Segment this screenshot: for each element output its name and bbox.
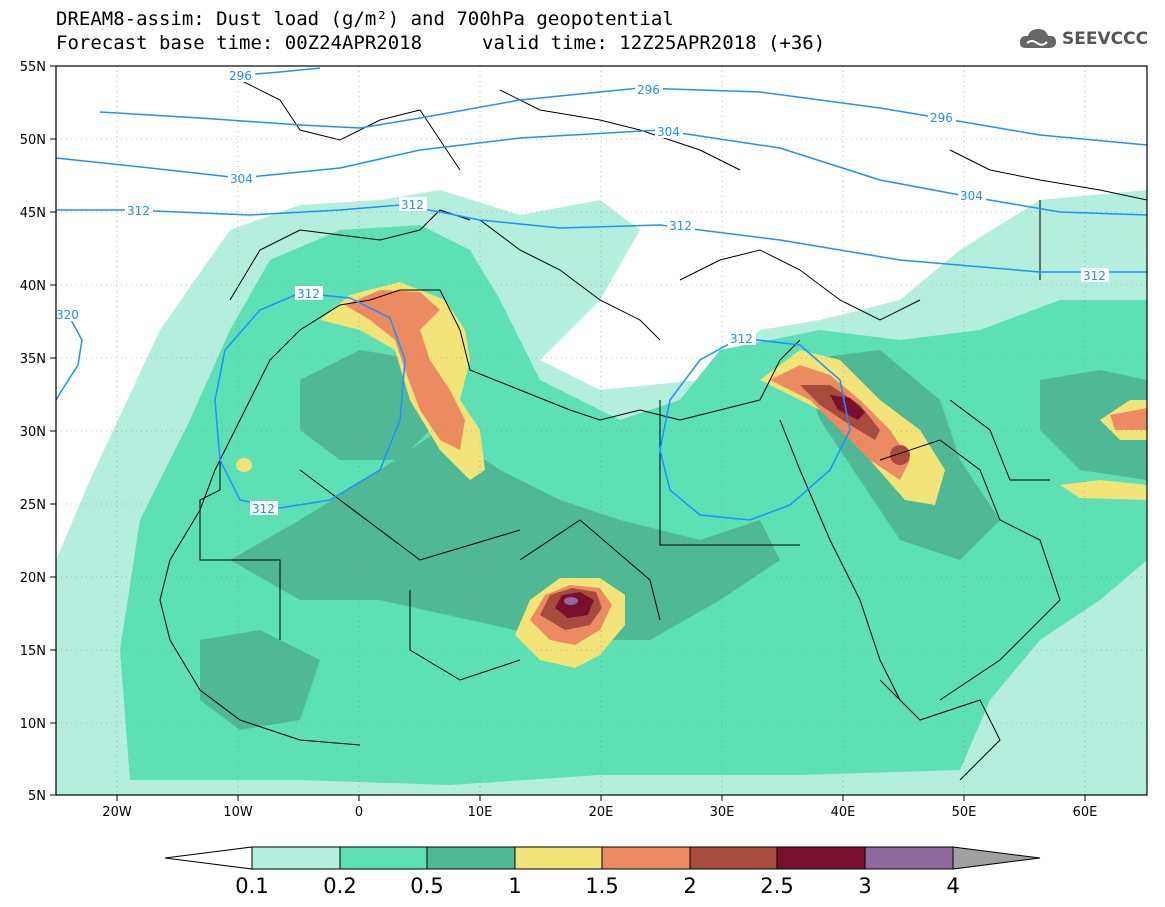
contour-312-closed-east [659,337,851,521]
contour-label: 296 [229,69,252,83]
colorbar-swatch [514,846,603,870]
colorbar-tick-label: 4 [946,874,960,898]
contour-label: 312 [669,219,692,233]
contour-label: 312 [730,332,753,346]
lon-label: 10E [468,805,493,820]
contour-296 [99,87,1147,146]
contour-label: 320 [56,308,79,322]
colorbar [164,846,1041,870]
longitude-labels: 20W 10W 0 10E 20E 30E 40E 50E 60E [102,805,1097,820]
contour-label: 304 [230,172,253,186]
colorbar-swatch [426,846,516,870]
colorbar-tick-label: 0.2 [323,874,357,898]
lat-label: 5N [28,789,46,804]
lat-label: 15N [20,644,46,659]
contour-label: 312 [127,204,150,218]
contour-label: 304 [960,189,983,203]
lon-label: 60E [1073,805,1098,820]
cloud-icon [1019,29,1056,48]
lon-label: 10W [223,805,253,820]
colorbar-tick-label: 0.1 [235,874,269,898]
colorbar-labels: 0.1 0.2 0.5 1 1.5 2 2.5 3 4 [0,874,1165,904]
colorbar-tick-label: 2 [683,874,697,898]
contour-312 [56,204,1147,273]
logo-text: SEEVCCC [1062,29,1149,49]
lon-label: 20E [589,805,614,820]
contour-label: 312 [1083,269,1106,283]
lat-label: 30N [20,425,46,440]
dust-level-1.5 [345,290,465,450]
contour-312-closed-west [214,292,406,509]
lon-label: 40E [831,805,856,820]
contour-320 [56,317,83,401]
dust-level-3 [564,597,578,605]
dust-field [56,190,1147,795]
colorbar-tick-label: 1 [508,874,522,898]
lon-label: 50E [952,805,977,820]
lon-label: 20W [102,805,132,820]
colorbar-swatch [776,846,866,870]
colorbar-under-arrow [164,846,253,870]
lat-label: 50N [20,133,46,148]
contour-label: 296 [637,83,660,97]
colorbar-over-arrow [952,846,1041,870]
colorbar-swatch [601,846,691,870]
map-title: DREAM8-assim: Dust load (g/m²) and 700hP… [56,8,674,30]
lat-label: 45N [20,206,46,221]
colorbar-swatch [251,846,341,870]
lon-label: 0 [355,805,363,820]
colorbar-tick-label: 0.5 [410,874,444,898]
lat-label: 40N [20,279,46,294]
coastlines [159,79,1147,781]
seevccc-logo: SEEVCCC [1018,26,1148,52]
contour-label: 312 [297,287,320,301]
valid-time: valid time: 12Z25APR2018 (+36) [482,32,826,54]
colorbar-tick-label: 3 [858,874,872,898]
contour-label: 296 [930,111,953,125]
contour-label: 304 [657,125,680,139]
contour-label: 312 [252,502,275,516]
latitude-labels: 55N 50N 45N 40N 35N 30N 25N 20N 15N 10N … [20,60,46,804]
colorbar-swatch [864,846,954,870]
contour-labels: 296 296 296 304 304 304 312 312 312 312 … [56,68,1109,516]
lat-label: 55N [20,60,46,75]
colorbar-tick-label: 2.5 [760,874,794,898]
forecast-base-time: Forecast base time: 00Z24APR2018 [56,32,423,54]
lat-label: 10N [20,717,46,732]
colorbar-swatch [339,846,428,870]
contour-label: 312 [401,198,424,212]
graticule [56,66,1147,795]
lat-label: 20N [20,571,46,586]
lat-label: 25N [20,498,46,513]
lat-label: 35N [20,352,46,367]
lon-label: 30E [710,805,735,820]
colorbar-tick-label: 1.5 [585,874,619,898]
ticks [50,65,1086,801]
colorbar-swatch [689,846,778,870]
dust-level-2.5 [555,592,594,618]
